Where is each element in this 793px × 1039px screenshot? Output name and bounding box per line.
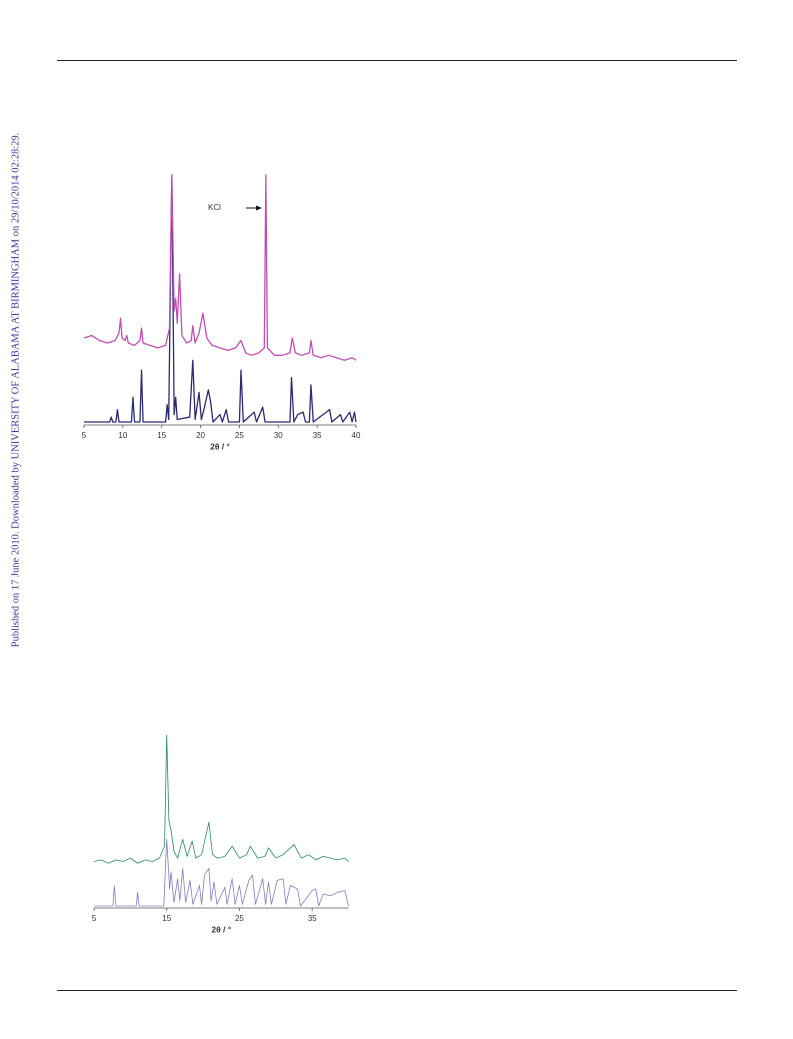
x-tick-label: 15 [162, 914, 171, 923]
x-tick-label: 25 [235, 914, 244, 923]
arrow-head [256, 205, 262, 211]
pattern-trace [94, 838, 349, 907]
x-tick-label: 35 [308, 914, 317, 923]
x-tick-label: 25 [235, 431, 244, 440]
x-axis-title: 2θ / ° [211, 924, 231, 934]
x-tick-label: 10 [118, 431, 127, 440]
x-tick-label: 15 [157, 431, 166, 440]
x-tick-label: 5 [82, 431, 87, 440]
pattern-trace [93, 734, 349, 864]
download-notice: Published on 17 June 2010. Downloaded by… [10, 133, 21, 648]
x-tick-label: 5 [92, 914, 97, 923]
x-tick-label: 40 [352, 431, 361, 440]
x-tick-label: 20 [196, 431, 205, 440]
x-tick-label: 35 [313, 431, 322, 440]
pattern-trace [83, 174, 357, 361]
x-axis-title: 2θ / ° [210, 441, 230, 451]
x-tick-label: 30 [274, 431, 283, 440]
pattern-trace [84, 174, 357, 423]
annotation: KCl [208, 203, 221, 212]
